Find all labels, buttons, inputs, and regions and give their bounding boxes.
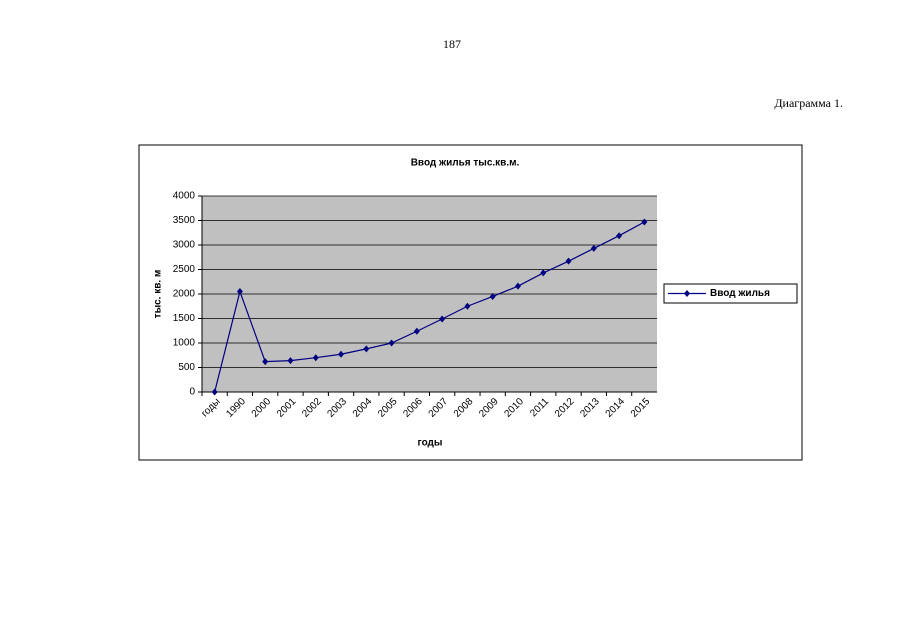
data-point bbox=[211, 388, 218, 396]
data-point bbox=[464, 302, 471, 310]
y-tick-label: 1500 bbox=[173, 313, 196, 324]
y-tick-label: 1000 bbox=[173, 338, 196, 349]
page-number: 187 bbox=[443, 37, 461, 51]
y-tick-label: 0 bbox=[189, 387, 195, 398]
chart-title: Ввод жилья тыс.кв.м. bbox=[411, 158, 520, 169]
data-point bbox=[338, 350, 345, 358]
y-tick-label: 500 bbox=[178, 362, 195, 373]
legend-label: Ввод жилья bbox=[710, 288, 770, 299]
data-point bbox=[489, 292, 496, 300]
data-point bbox=[287, 357, 294, 365]
legend-box bbox=[663, 283, 798, 304]
y-axis-label: тыс. кв. м bbox=[153, 270, 164, 319]
data-point bbox=[439, 315, 446, 323]
x-axis-label: годы bbox=[418, 438, 443, 449]
y-tick-label: 2000 bbox=[173, 289, 196, 300]
data-point bbox=[616, 232, 623, 240]
data-point bbox=[514, 282, 521, 290]
series-line bbox=[214, 221, 645, 393]
data-point bbox=[641, 218, 648, 226]
y-tick-label: 4000 bbox=[173, 191, 196, 202]
data-point bbox=[312, 354, 319, 362]
y-tick-label: 2500 bbox=[173, 264, 196, 275]
data-point bbox=[388, 339, 395, 347]
data-point bbox=[262, 358, 269, 366]
data-point bbox=[236, 288, 243, 296]
y-tick-label: 3000 bbox=[173, 240, 196, 251]
data-point bbox=[540, 269, 547, 277]
data-point bbox=[363, 345, 370, 353]
data-point bbox=[590, 244, 597, 252]
caption: Диаграмма 1. bbox=[774, 96, 843, 110]
data-point bbox=[565, 257, 572, 265]
data-point bbox=[413, 327, 420, 335]
legend-marker bbox=[684, 290, 690, 297]
y-tick-label: 3500 bbox=[173, 215, 196, 226]
